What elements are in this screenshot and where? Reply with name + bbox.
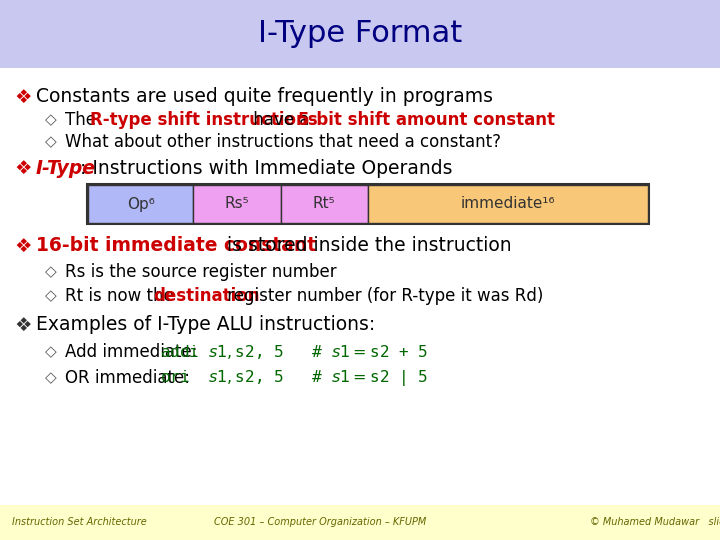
Bar: [0, 0, 720, 68]
Text: I-Type Format: I-Type Format: [258, 19, 462, 49]
Text: ❖: ❖: [14, 87, 32, 106]
Text: Op⁶: Op⁶: [127, 197, 154, 212]
Text: Examples of I-Type ALU instructions:: Examples of I-Type ALU instructions:: [36, 315, 375, 334]
Bar: [281, 185, 368, 223]
Text: ◇: ◇: [45, 112, 57, 127]
Text: ❖: ❖: [14, 159, 32, 178]
Text: ❖: ❖: [14, 315, 32, 334]
Text: What about other instructions that need a constant?: What about other instructions that need …: [65, 133, 501, 151]
Text: : Instructions with Immediate Operands: : Instructions with Immediate Operands: [80, 159, 452, 178]
Text: Rs⁵: Rs⁵: [225, 197, 249, 212]
Text: Constants are used quite frequently in programs: Constants are used quite frequently in p…: [36, 87, 493, 106]
Text: ❖: ❖: [14, 237, 32, 255]
Text: COE 301 – Computer Organization – KFUPM: COE 301 – Computer Organization – KFUPM: [214, 517, 426, 527]
Text: R-type shift instructions: R-type shift instructions: [90, 111, 318, 129]
Text: © Muhamed Mudawar   slide 17: © Muhamed Mudawar slide 17: [590, 517, 720, 527]
Text: Add immediate:: Add immediate:: [65, 343, 203, 361]
Text: I-Type: I-Type: [36, 159, 96, 178]
Text: is stored inside the instruction: is stored inside the instruction: [221, 237, 512, 255]
Text: Rt is now the: Rt is now the: [65, 287, 179, 305]
Text: 16-bit immediate constant: 16-bit immediate constant: [36, 237, 316, 255]
Text: Rt⁵: Rt⁵: [313, 197, 336, 212]
Text: Rs is the source register number: Rs is the source register number: [65, 263, 337, 281]
Text: ◇: ◇: [45, 265, 57, 280]
Text: Instruction Set Architecture: Instruction Set Architecture: [12, 517, 147, 527]
Bar: [87, 184, 649, 224]
Text: ori  $s1, $s2, 5   # $s1 = $s2 | 5: ori $s1, $s2, 5 # $s1 = $s2 | 5: [160, 368, 428, 388]
Text: ◇: ◇: [45, 370, 57, 386]
Bar: [193, 185, 281, 223]
Text: The: The: [65, 111, 102, 129]
Text: OR immediate:: OR immediate:: [65, 369, 200, 387]
Text: register number (for R-type it was Rd): register number (for R-type it was Rd): [222, 287, 544, 305]
Text: addi $s1, $s2, 5   # $s1 = $s2 + 5: addi $s1, $s2, 5 # $s1 = $s2 + 5: [160, 343, 428, 361]
Bar: [0, 505, 720, 540]
Text: have a: have a: [248, 111, 315, 129]
Text: ◇: ◇: [45, 134, 57, 150]
Text: ◇: ◇: [45, 288, 57, 303]
Text: immediate¹⁶: immediate¹⁶: [461, 197, 555, 212]
Text: ◇: ◇: [45, 345, 57, 360]
Bar: [368, 185, 648, 223]
Bar: [88, 185, 193, 223]
Text: destination: destination: [153, 287, 260, 305]
Text: 5-bit shift amount constant: 5-bit shift amount constant: [298, 111, 555, 129]
